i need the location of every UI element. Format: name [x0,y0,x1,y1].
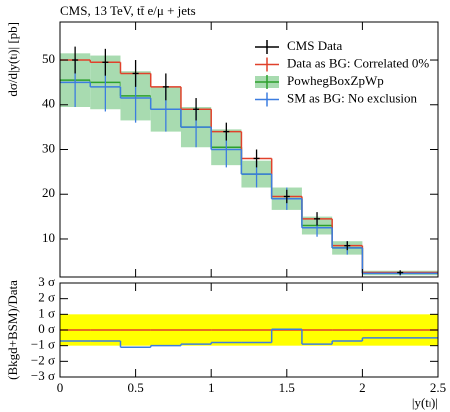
y-tick-label: 50 [42,51,55,66]
legend-label: CMS Data [287,38,342,53]
y-tick-label: −2 σ [31,352,55,367]
x-tick-label: 1 [208,380,215,395]
x-tick-label: 0 [57,380,64,395]
x-tick-label: 2 [359,380,366,395]
x-tick-label: 2.5 [430,380,446,395]
y-tick-label: −1 σ [31,337,55,352]
y-tick-label: 3 σ [38,274,55,289]
legend-label: SM as BG: No exclusion [287,90,418,105]
y-tick-label: 10 [42,230,55,245]
y-tick-label: −3 σ [31,368,55,383]
y-axis-label: dσ/d|y(tₗ)| [pb] [5,22,20,97]
y-tick-label: 30 [42,140,55,155]
y-tick-label: 1 σ [38,305,55,320]
legend-label: Data as BG: Correlated 0% [287,55,429,70]
x-tick-label: 1.5 [279,380,295,395]
ratio-y-axis-label: (Bkgd+BSM)/Data [5,280,20,380]
y-tick-label: 40 [42,96,55,111]
y-tick-label: 0 σ [38,321,55,336]
legend-label: PowhegBoxZpWp [287,73,384,88]
y-tick-label: 20 [42,185,55,200]
x-tick-label: 0.5 [127,380,143,395]
chart-title: CMS, 13 TeV, tt̄ e/μ + jets [60,3,196,18]
x-axis-label: |y(tₗ)| [412,395,438,410]
y-tick-label: 2 σ [38,290,55,305]
